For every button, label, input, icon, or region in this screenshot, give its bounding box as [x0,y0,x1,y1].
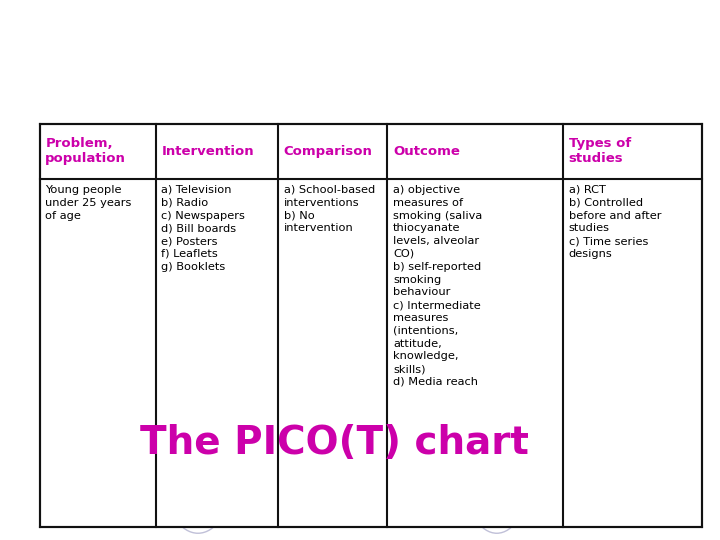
Ellipse shape [533,417,598,523]
Text: The PICO(T) chart: The PICO(T) chart [140,424,529,462]
Bar [40,124,702,526]
Text: Outcome: Outcome [393,145,460,158]
Text: Types of
studies: Types of studies [569,137,631,165]
Text: Young people
under 25 years
of age: Young people under 25 years of age [45,185,132,221]
Ellipse shape [166,433,230,534]
Text: a) objective
measures of
smoking (saliva
thiocyanate
levels, alveolar
CO)
b) sel: a) objective measures of smoking (saliva… [393,185,482,387]
Ellipse shape [467,433,527,534]
Ellipse shape [91,415,160,519]
Ellipse shape [396,417,461,523]
Text: Intervention: Intervention [161,145,254,158]
Text: a) School-based
interventions
b) No
intervention: a) School-based interventions b) No inte… [284,185,375,233]
Text: Comparison: Comparison [284,145,373,158]
Text: a) Television
b) Radio
c) Newspapers
d) Bill boards
e) Posters
f) Leaflets
g) Bo: a) Television b) Radio c) Newspapers d) … [161,185,245,272]
Text: a) RCT
b) Controlled
before and after
studies
c) Time series
designs: a) RCT b) Controlled before and after st… [569,185,661,259]
Text: Problem,
population: Problem, population [45,137,126,165]
